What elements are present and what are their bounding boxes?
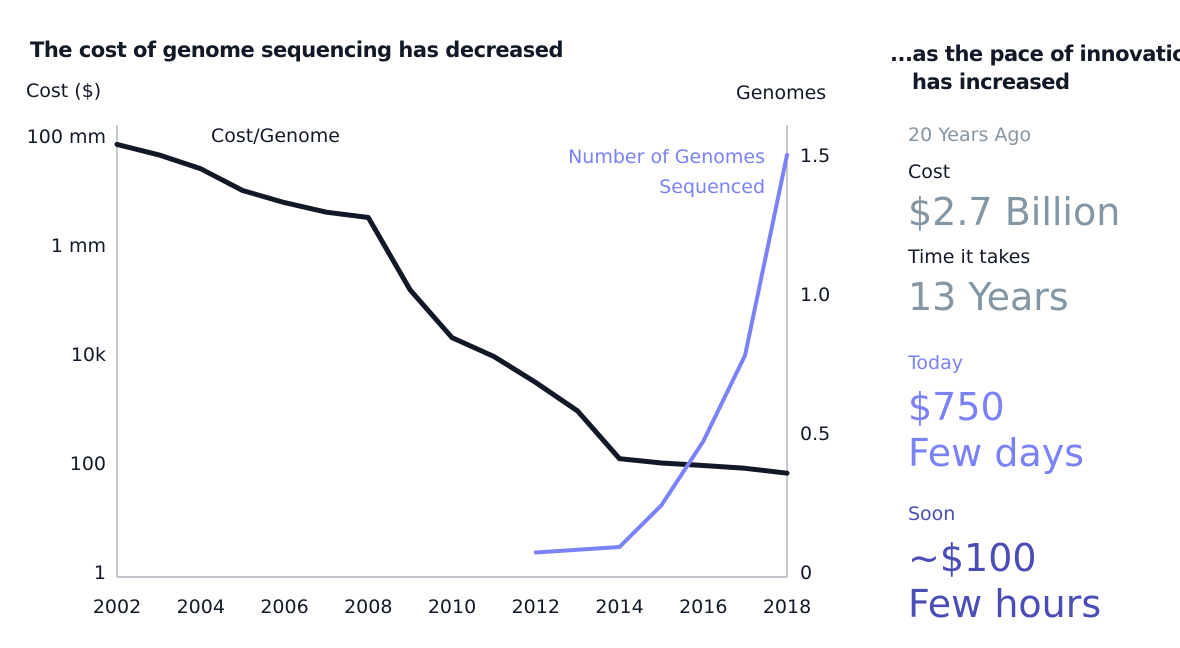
x-tick-label: 2018 [763, 596, 811, 618]
panel-title-line1: ...as the pace of innovation [890, 42, 1180, 66]
x-tick-label: 2002 [93, 596, 141, 618]
genomes-series-label-line1: Number of Genomes [568, 146, 765, 168]
chart-lines [114, 141, 790, 555]
left-tick-label: 1 [94, 562, 106, 584]
left-axis-title: Cost ($) [26, 80, 102, 102]
right-tick-label: 0.5 [800, 423, 830, 445]
soon-time-value: Few hours [908, 582, 1102, 626]
genomes-series-label-line2: Sequenced [659, 176, 765, 198]
ago-heading: 20 Years Ago [908, 124, 1032, 146]
right-axis-title: Genomes [736, 82, 827, 104]
panel-title-line2: has increased [912, 70, 1070, 94]
right-tick-label: 0 [800, 562, 812, 584]
left-tick-label: 10k [71, 344, 106, 366]
soon-heading: Soon [908, 503, 956, 525]
chart-axes [116, 125, 788, 578]
left-tick-label: 1 mm [51, 235, 106, 257]
ago-time-label: Time it takes [908, 246, 1031, 268]
x-tick-label: 2016 [679, 596, 727, 618]
today-heading: Today [908, 352, 963, 374]
ago-cost-label: Cost [908, 161, 951, 183]
chart-title: The cost of genome sequencing has decrea… [30, 38, 564, 62]
x-tick-label: 2006 [260, 596, 308, 618]
cost-per-genome-line [114, 141, 790, 476]
x-tick-label: 2012 [512, 596, 560, 618]
today-cost-value: $750 [908, 385, 1005, 429]
ago-cost-value: $2.7 Billion [908, 190, 1121, 234]
x-tick-label: 2014 [595, 596, 643, 618]
ago-time-value: 13 Years [908, 275, 1069, 319]
cost-series-label: Cost/Genome [211, 125, 340, 147]
x-tick-label: 2010 [428, 596, 476, 618]
today-time-value: Few days [908, 431, 1085, 475]
chart-ticks: 2002 2004 2006 2008 2010 2012 2014 2016 2018 1 100… [27, 126, 831, 618]
soon-cost-value: ~$100 [908, 536, 1037, 580]
panel-title: ...as the pace of innovation has increas… [890, 40, 1180, 96]
left-tick-label: 100 mm [27, 126, 106, 148]
genomes-sequenced-line [533, 153, 789, 555]
x-tick-label: 2008 [344, 596, 392, 618]
right-tick-label: 1.5 [800, 145, 830, 167]
right-tick-label: 1.0 [800, 284, 830, 306]
left-tick-label: 100 [70, 453, 106, 475]
x-tick-label: 2004 [177, 596, 225, 618]
